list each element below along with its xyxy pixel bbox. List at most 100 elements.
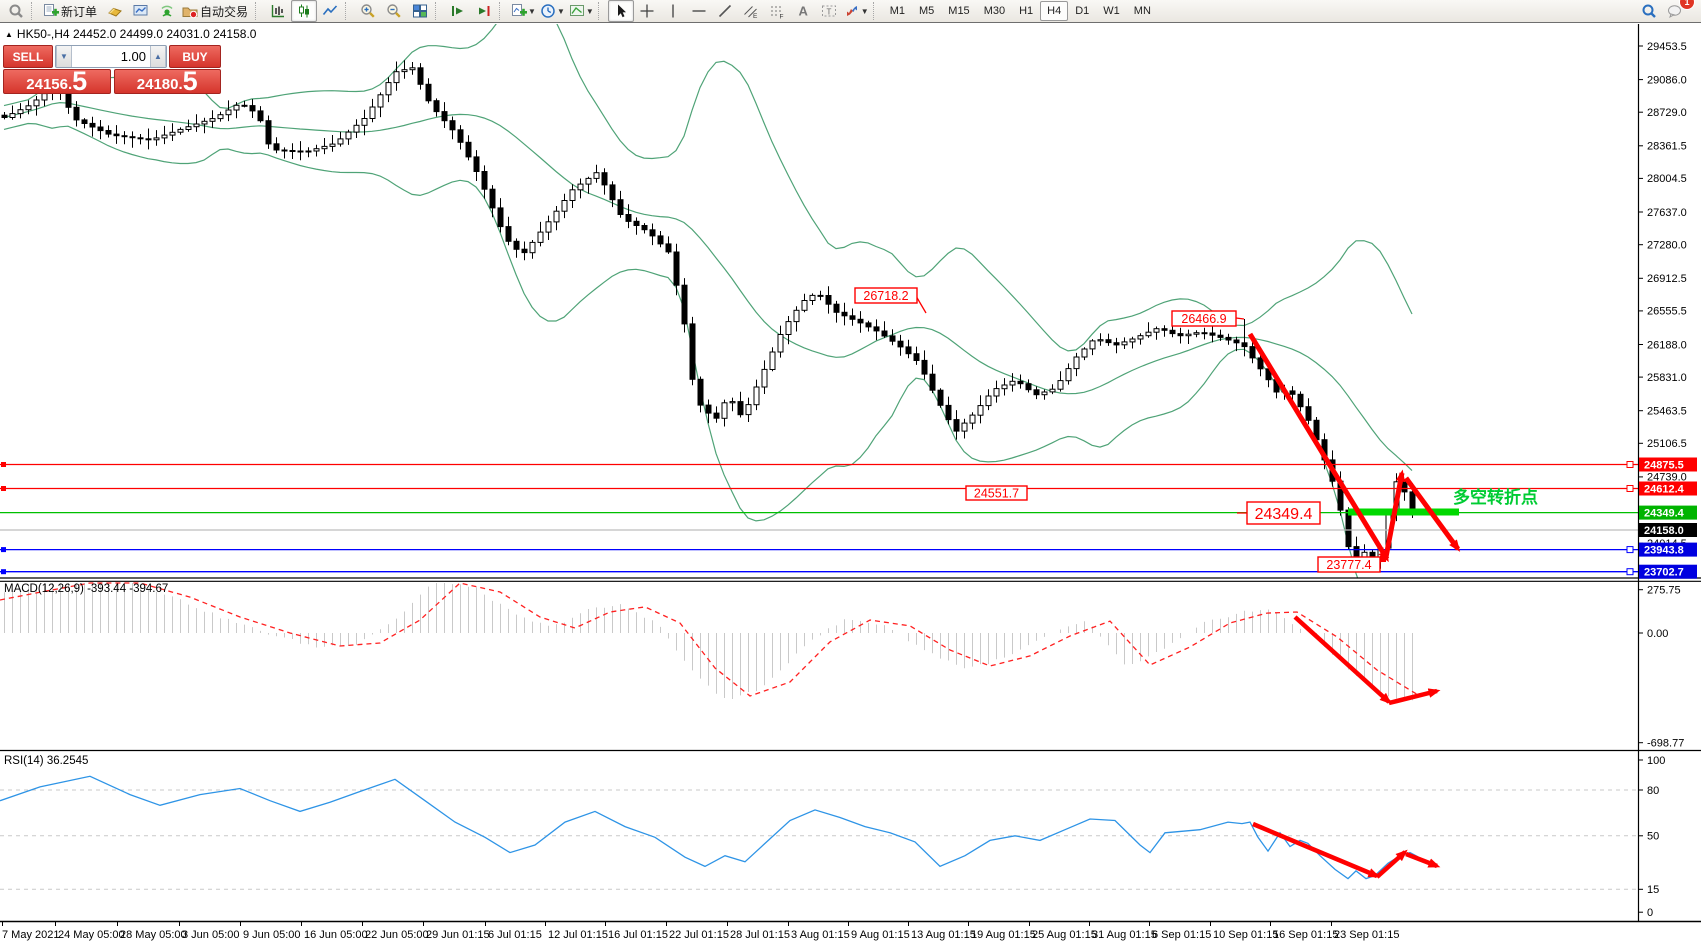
svg-text:3 Jun 05:00: 3 Jun 05:00 (182, 929, 240, 941)
signals-button[interactable] (154, 0, 180, 22)
hline-left-marker[interactable] (1, 486, 6, 491)
green-level-bar[interactable] (1348, 508, 1459, 516)
svg-text:31 Aug 01:15: 31 Aug 01:15 (1092, 929, 1157, 941)
svg-text:29 Jun 01:15: 29 Jun 01:15 (426, 929, 490, 941)
hline-right-marker[interactable] (1626, 461, 1634, 468)
turning-point-note[interactable]: 多空转折点 (1453, 487, 1538, 507)
market-depth-button[interactable] (102, 0, 128, 22)
macd-pane (0, 582, 1419, 701)
chart-shift-button[interactable] (471, 0, 497, 22)
candles-chart-button[interactable] (291, 0, 318, 22)
svg-text:24349.4: 24349.4 (1644, 508, 1685, 520)
main-trend-arrow[interactable] (1403, 476, 1461, 552)
svg-text:16 Jul 01:15: 16 Jul 01:15 (608, 929, 668, 941)
macd-arrow[interactable] (1388, 688, 1441, 706)
templates-button[interactable]: ▼ (567, 0, 596, 22)
timeframe-m1-button[interactable]: M1 (889, 5, 905, 17)
svg-text:6 Jul 01:15: 6 Jul 01:15 (488, 929, 542, 941)
chat-button[interactable]: 1 (1662, 0, 1695, 22)
cursor-button[interactable] (607, 0, 634, 22)
hline-right-marker[interactable] (1626, 568, 1634, 576)
volume-increase-button[interactable]: ▲ (150, 46, 166, 67)
crosshair-button[interactable] (634, 0, 660, 22)
new-order-button[interactable]: 新订单 (41, 0, 102, 22)
zoom-out-button[interactable] (381, 0, 407, 22)
text-tool-button[interactable]: A (790, 0, 816, 22)
rsi-arrow[interactable] (1252, 821, 1381, 879)
hline-right-marker[interactable] (1626, 485, 1634, 492)
text-label-tool-button[interactable]: T (816, 0, 842, 22)
chart-search-icon (9, 4, 23, 18)
hline-right-marker[interactable] (1626, 546, 1634, 554)
signals-icon (161, 5, 173, 17)
price-label-box[interactable] (1317, 556, 1381, 573)
pane-frame (0, 24, 1701, 923)
svg-text:19 Aug 01:15: 19 Aug 01:15 (971, 929, 1036, 941)
main-trend-arrow[interactable] (1383, 469, 1406, 558)
arrows-icon (846, 6, 857, 16)
periods-button[interactable]: ▼ (538, 0, 567, 22)
vertical-line-button[interactable] (660, 0, 686, 22)
timeframe-d1-button[interactable]: D1 (1075, 5, 1090, 17)
svg-text:25106.5: 25106.5 (1647, 438, 1687, 450)
volume-input[interactable] (72, 46, 150, 67)
rsi-label: RSI(14) 36.2545 (4, 755, 89, 767)
trend-icon (718, 4, 731, 18)
price-label-box[interactable] (854, 287, 918, 304)
buy-price[interactable]: 24180. 5 (113, 68, 221, 95)
line-chart-button[interactable] (317, 0, 343, 22)
timeframe-w1-button[interactable]: W1 (1103, 5, 1120, 17)
svg-text:9 Aug 01:15: 9 Aug 01:15 (851, 929, 910, 941)
tile-windows-button[interactable] (407, 0, 433, 22)
arrows-tool-button[interactable]: ▼ (842, 0, 871, 22)
sell-price-big-digit: 5 (72, 66, 88, 96)
equidistant-channel-button[interactable]: E (738, 0, 764, 22)
bars-chart-button[interactable] (265, 0, 291, 22)
timeframe-m5-button[interactable]: M5 (919, 5, 935, 17)
sell-price[interactable]: 24156. 5 (3, 66, 111, 96)
chart-search-button[interactable] (3, 0, 29, 22)
volume-stepper: ▼ ▲ (55, 45, 167, 68)
autoscroll-icon (452, 6, 464, 16)
trendline-button[interactable] (712, 0, 738, 22)
price-axis[interactable]: 29453.5 29086.0 28729.0 28361.5 28004.5 27637… (1638, 41, 1697, 919)
volume-decrease-button[interactable]: ▼ (56, 46, 72, 67)
svg-text:9 Jun 05:00: 9 Jun 05:00 (243, 929, 301, 941)
timeframe-h4-button[interactable]: H4 (1040, 1, 1069, 21)
main-trend-arrow[interactable] (1247, 332, 1390, 563)
search-button[interactable] (1636, 0, 1662, 22)
toolbar-separator (499, 2, 505, 20)
horizontal-lines[interactable] (0, 461, 1638, 576)
rsi-arrow[interactable] (1375, 849, 1408, 879)
svg-text:0.00: 0.00 (1647, 628, 1668, 640)
svg-text:29086.0: 29086.0 (1647, 74, 1687, 86)
timeframe-h1-button[interactable]: H1 (1019, 5, 1034, 17)
indicators-list-button[interactable]: ▼ (509, 0, 538, 22)
annotations[interactable]: 26718.2 26466.9 24551.7 24349.4 23777.4 多空转折点 (854, 287, 1538, 879)
timeframe-m30-button[interactable]: M30 (983, 5, 1006, 17)
hline-left-marker[interactable] (1, 462, 6, 467)
macd-arrow[interactable] (1293, 615, 1392, 705)
auto-scroll-button[interactable] (445, 0, 471, 22)
price-label-box[interactable] (965, 485, 1028, 501)
horizontal-line-button[interactable] (686, 0, 712, 22)
fibonacci-retracement-button[interactable]: F (764, 0, 790, 22)
zoom-in-button[interactable] (355, 0, 381, 22)
timeframe-mn-button[interactable]: MN (1133, 5, 1151, 17)
macd-signal-line (0, 582, 1419, 697)
price-label-box[interactable] (1171, 310, 1237, 327)
timeframe-m15-button[interactable]: M15 (948, 5, 970, 17)
svg-text:24 May 05:00: 24 May 05:00 (58, 929, 125, 941)
hline-left-marker[interactable] (1, 547, 6, 553)
buy-button[interactable]: BUY (169, 45, 221, 68)
market-watch-button[interactable] (128, 0, 154, 22)
rsi-arrow[interactable] (1405, 851, 1441, 869)
sell-button[interactable]: SELL (3, 45, 53, 68)
price-label-box[interactable] (1246, 501, 1321, 525)
svg-text:23 Sep 01:15: 23 Sep 01:15 (1334, 929, 1399, 941)
hline-left-marker[interactable] (1, 569, 6, 575)
collapse-panel-arrow[interactable]: ▲ (5, 30, 13, 39)
auto-trading-button[interactable]: 自动交易 (180, 0, 253, 22)
